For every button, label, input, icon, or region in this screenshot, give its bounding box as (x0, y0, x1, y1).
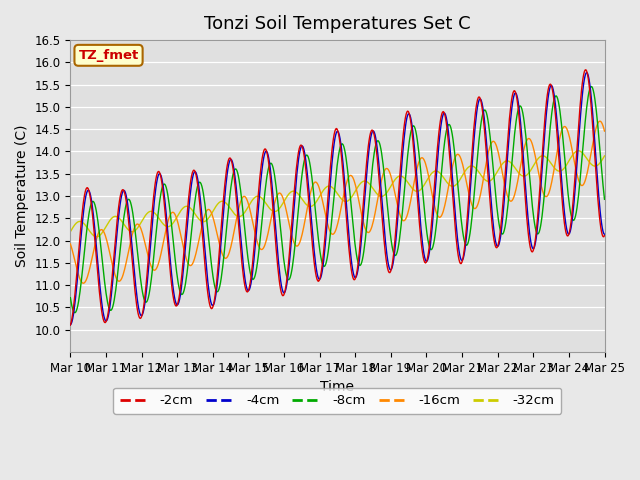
-16cm (79, 280, 87, 286)
-4cm (214, 279, 221, 285)
-16cm (596, 118, 604, 124)
-8cm (419, 188, 426, 193)
Line: -16cm: -16cm (70, 121, 605, 283)
-2cm (186, 189, 193, 195)
-32cm (67, 229, 74, 235)
-8cm (77, 283, 84, 288)
Line: -2cm: -2cm (70, 70, 605, 325)
Line: -4cm: -4cm (70, 72, 605, 325)
-4cm (67, 322, 74, 328)
-8cm (601, 196, 609, 202)
-4cm (186, 201, 193, 206)
-8cm (588, 84, 595, 89)
-2cm (418, 244, 426, 250)
-16cm (132, 222, 140, 228)
-32cm (214, 201, 222, 206)
Title: Tonzi Soil Temperatures Set C: Tonzi Soil Temperatures Set C (204, 15, 471, 33)
-32cm (575, 148, 582, 154)
-4cm (583, 70, 591, 75)
-8cm (71, 310, 79, 316)
-32cm (601, 153, 609, 159)
-16cm (67, 241, 74, 247)
-32cm (132, 227, 140, 233)
-8cm (214, 288, 222, 294)
-2cm (601, 233, 609, 239)
-16cm (403, 213, 411, 219)
-2cm (131, 288, 139, 294)
Line: -32cm: -32cm (70, 151, 605, 237)
-16cm (419, 155, 426, 161)
-16cm (601, 128, 609, 134)
Legend: -2cm, -4cm, -8cm, -16cm, -32cm: -2cm, -4cm, -8cm, -16cm, -32cm (113, 388, 561, 414)
-4cm (403, 119, 410, 124)
-32cm (186, 205, 194, 211)
X-axis label: Time: Time (321, 380, 355, 394)
-8cm (67, 295, 74, 300)
-8cm (132, 234, 140, 240)
Line: -8cm: -8cm (70, 86, 605, 313)
-32cm (76, 218, 84, 224)
-16cm (186, 263, 194, 268)
-16cm (76, 276, 84, 282)
-16cm (214, 236, 222, 242)
-32cm (93, 234, 100, 240)
-2cm (214, 271, 221, 276)
-4cm (418, 234, 426, 240)
-32cm (403, 179, 411, 184)
-4cm (76, 245, 84, 251)
-4cm (601, 231, 609, 237)
-8cm (403, 160, 411, 166)
-32cm (419, 185, 426, 191)
-2cm (76, 232, 84, 238)
-2cm (67, 322, 74, 328)
-2cm (403, 111, 410, 117)
-4cm (131, 276, 139, 282)
-8cm (186, 243, 194, 249)
Y-axis label: Soil Temperature (C): Soil Temperature (C) (15, 125, 29, 267)
Text: TZ_fmet: TZ_fmet (79, 49, 139, 62)
-2cm (582, 67, 590, 72)
